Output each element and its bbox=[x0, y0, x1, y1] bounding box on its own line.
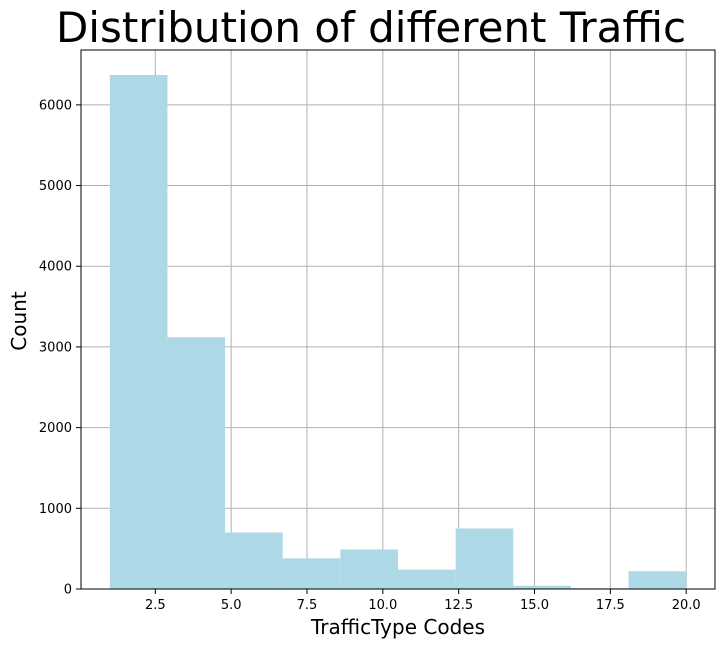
histogram-bar bbox=[109, 75, 168, 589]
x-tick-label: 12.5 bbox=[444, 598, 473, 613]
x-tick-label: 10.0 bbox=[368, 598, 397, 613]
y-tick-label: 3000 bbox=[39, 340, 72, 355]
y-axis-label: Count bbox=[7, 291, 31, 351]
histogram-bar bbox=[167, 337, 226, 589]
axes: 2.5 5.0 7.5 10.0 12.5 15.0 17.5 20.0 0 1000 2000 30… bbox=[39, 98, 701, 613]
y-tick-label: 0 bbox=[64, 583, 72, 598]
histogram-bar bbox=[628, 571, 687, 589]
y-tick-label: 6000 bbox=[39, 98, 72, 113]
x-tick-label: 5.0 bbox=[221, 598, 242, 613]
histogram-bar bbox=[340, 549, 398, 589]
y-tick-label: 1000 bbox=[39, 502, 72, 517]
plot-frame bbox=[80, 49, 716, 590]
histogram-bar bbox=[455, 528, 514, 589]
histogram-bar bbox=[398, 569, 456, 589]
chart-title: Distribution of different Traffic bbox=[56, 3, 686, 52]
x-tick-label: 17.5 bbox=[596, 598, 625, 613]
y-tick-label: 4000 bbox=[39, 260, 72, 275]
x-tick-label: 15.0 bbox=[520, 598, 549, 613]
x-axis-label: TrafficType Codes bbox=[310, 615, 485, 639]
y-tick-label: 2000 bbox=[39, 421, 72, 436]
histogram-bars bbox=[109, 75, 687, 589]
histogram-bar bbox=[225, 532, 283, 589]
x-tick-label: 20.0 bbox=[672, 598, 701, 613]
y-tick-label: 5000 bbox=[39, 179, 72, 194]
x-tick-label: 2.5 bbox=[145, 598, 166, 613]
histogram-bar bbox=[513, 585, 571, 589]
x-tick-label: 7.5 bbox=[297, 598, 318, 613]
histogram-bar bbox=[282, 558, 341, 589]
